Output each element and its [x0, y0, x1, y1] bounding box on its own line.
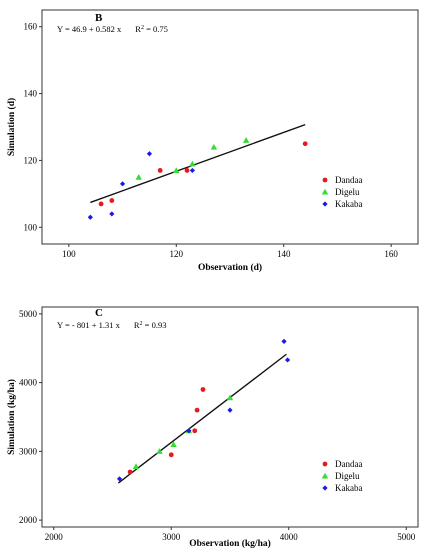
- regression-equation: Y = 46.9 + 0.582 x R2 = 0.75: [57, 24, 168, 34]
- data-point-kakaba: [88, 215, 93, 220]
- panel-letter: B: [95, 12, 103, 24]
- x-tick-label: 100: [62, 249, 76, 259]
- x-tick-label: 120: [170, 249, 184, 259]
- y-tick-label: 120: [24, 155, 38, 165]
- data-point-kakaba: [190, 168, 195, 173]
- x-tick-label: 3000: [162, 532, 181, 542]
- regression-line: [118, 354, 286, 483]
- legend-label-dandaa: Dandaa: [335, 459, 362, 469]
- equation-text: Y = - 801 + 1.31 x: [57, 320, 121, 330]
- data-point-digelu: [189, 161, 195, 167]
- x-axis-title: Observation (kg/ha): [189, 538, 271, 549]
- data-point-dandaa: [99, 201, 104, 206]
- x-tick-label: 5000: [397, 532, 416, 542]
- data-point-digelu: [133, 463, 139, 469]
- data-point-digelu: [243, 137, 249, 143]
- data-point-dandaa: [185, 168, 190, 173]
- data-point-dandaa: [109, 198, 114, 203]
- y-tick-label: 4000: [19, 378, 38, 388]
- legend-label-kakaba: Kakaba: [335, 199, 362, 209]
- x-tick-label: 140: [277, 249, 291, 259]
- data-point-dandaa: [192, 428, 197, 433]
- regression-equation: Y = - 801 + 1.31 x R2 = 0.93: [57, 320, 166, 330]
- x-tick-label: 160: [384, 249, 398, 259]
- y-tick-label: 5000: [19, 309, 38, 319]
- panel-letter: C: [95, 307, 103, 319]
- panel-c-chart: 2000 3000 4000 5000 2000 3000 4000 5000 Observat…: [6, 307, 418, 549]
- equation-text: Y = 46.9 + 0.582 x: [57, 24, 122, 34]
- data-point-kakaba: [120, 181, 125, 186]
- y-tick-label: 160: [24, 22, 38, 32]
- data-point-digelu: [211, 144, 217, 150]
- x-tick-label: 2000: [45, 532, 64, 542]
- y-axis-title: Simulation (d): [6, 98, 17, 156]
- y-tick-label: 140: [24, 89, 38, 99]
- legend-key-dandaa: [323, 462, 328, 467]
- legend-label-kakaba: Kakaba: [335, 483, 362, 493]
- r2-value: = 0.93: [143, 320, 167, 330]
- legend-key-digelu: [322, 473, 328, 479]
- data-point-kakaba: [109, 211, 114, 216]
- data-point-kakaba: [147, 151, 152, 156]
- legend-label-dandaa: Dandaa: [335, 175, 362, 185]
- legend-label-digelu: Digelu: [335, 471, 360, 481]
- data-point-dandaa: [201, 387, 206, 392]
- legend-key-kakaba: [322, 201, 327, 206]
- x-axis-title: Observation (d): [198, 262, 262, 273]
- data-point-kakaba: [285, 357, 290, 362]
- data-point-dandaa: [128, 470, 133, 475]
- y-tick-label: 2000: [19, 515, 38, 525]
- plot-border: [42, 307, 418, 527]
- regression-line: [90, 125, 305, 203]
- data-point-dandaa: [195, 408, 200, 413]
- data-point-dandaa: [158, 168, 163, 173]
- y-axis-title: Simulation (kg/ha): [6, 379, 17, 455]
- y-tick-label: 100: [24, 222, 38, 232]
- data-point-dandaa: [303, 141, 308, 146]
- legend-key-digelu: [322, 189, 328, 195]
- y-tick-label: 3000: [19, 446, 38, 456]
- legend-label-digelu: Digelu: [335, 187, 360, 197]
- x-tick-label: 4000: [280, 532, 299, 542]
- data-point-digelu: [135, 174, 141, 180]
- data-point-kakaba: [281, 339, 286, 344]
- data-point-kakaba: [227, 408, 232, 413]
- r2-value: = 0.75: [144, 24, 168, 34]
- legend-key-kakaba: [322, 485, 327, 490]
- data-point-dandaa: [169, 452, 174, 457]
- legend-key-dandaa: [323, 178, 328, 183]
- panel-b-chart: 100 120 140 160 100 120 140 160 Observation (d) S…: [6, 10, 418, 273]
